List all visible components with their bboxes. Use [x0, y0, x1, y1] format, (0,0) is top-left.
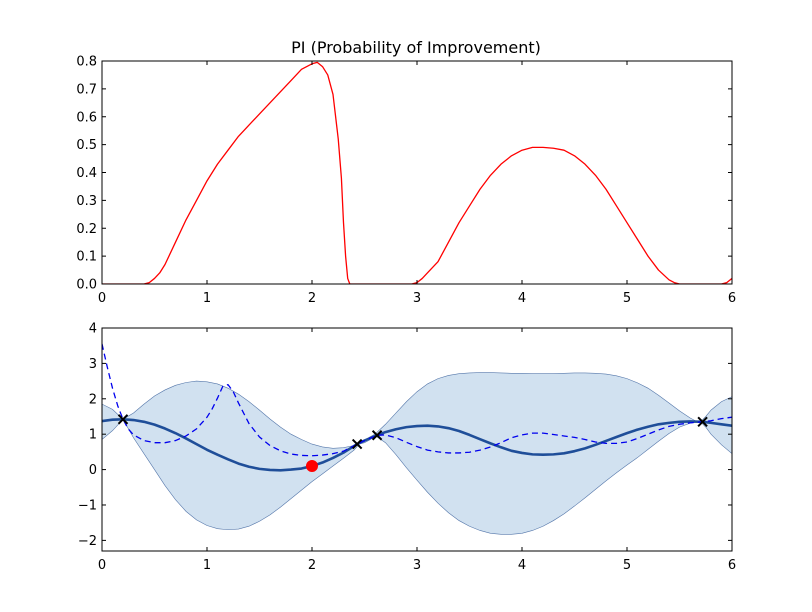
- gp-observation-marker: [351, 438, 363, 450]
- pi-y-tick-label: 0.6: [76, 110, 97, 125]
- pi-y-tick-label: 0.4: [76, 166, 97, 181]
- pi-y-tick-label: 0.0: [76, 278, 97, 293]
- pi-x-tick-label: 3: [413, 291, 421, 306]
- gp-axes: 0 1 2 3 4 5 6 −2 −1 0 1 2 3 4: [78, 322, 736, 574]
- gp-y-tick-label: −2: [78, 534, 97, 549]
- gp-y-tick-label: 2: [89, 392, 97, 407]
- gp-y-tick-label: 4: [89, 322, 97, 337]
- gp-x-tick-label: 1: [203, 558, 211, 573]
- pi-title: PI (Probability of Improvement): [291, 38, 541, 57]
- gp-next-sample-point: [306, 460, 318, 473]
- gp-x-tick-label: 6: [728, 558, 736, 573]
- gp-confidence-band: [102, 372, 732, 535]
- gp-observation-marker: [697, 416, 708, 428]
- gp-observation-marker: [371, 430, 383, 441]
- pi-y-tick-label: 0.1: [76, 250, 97, 265]
- gp-y-tick-label: 1: [89, 428, 97, 443]
- pi-y-tick-label: 0.7: [76, 82, 97, 97]
- gp-x-tick-label: 5: [623, 558, 631, 573]
- gp-series-line-2: [102, 343, 732, 457]
- pi-axes: PI (Probability of Improvement) 0 1 2 3 4 5 6 0…: [76, 38, 736, 306]
- gp-y-tick-label: −1: [78, 498, 97, 513]
- gp-x-tick-label: 4: [518, 558, 526, 573]
- pi-y-tick-label: 0.2: [76, 222, 97, 237]
- pi-y-tick-label: 0.5: [76, 138, 97, 153]
- pi-x-tick-label: 4: [518, 291, 526, 306]
- gp-x-tick-label: 2: [308, 558, 316, 573]
- pi-y-tick-label: 0.8: [76, 55, 97, 70]
- pi-y-tick-label: 0.3: [76, 194, 97, 209]
- pi-x-tick-label: 1: [203, 291, 211, 306]
- pi-x-tick-label: 5: [623, 291, 631, 306]
- pi-x-tick-label: 0: [98, 291, 106, 306]
- gp-x-tick-label: 0: [98, 558, 106, 573]
- gp-series-line-1: [102, 418, 732, 472]
- pi-x-tick-label: 2: [308, 291, 316, 306]
- pi-series-line-1: [102, 61, 732, 284]
- gp-x-tick-label: 3: [413, 558, 421, 573]
- pi-x-tick-label: 6: [728, 291, 736, 306]
- gp-observation-marker: [117, 414, 129, 425]
- gp-y-tick-label: 3: [89, 357, 97, 372]
- gp-y-tick-label: 0: [89, 463, 97, 478]
